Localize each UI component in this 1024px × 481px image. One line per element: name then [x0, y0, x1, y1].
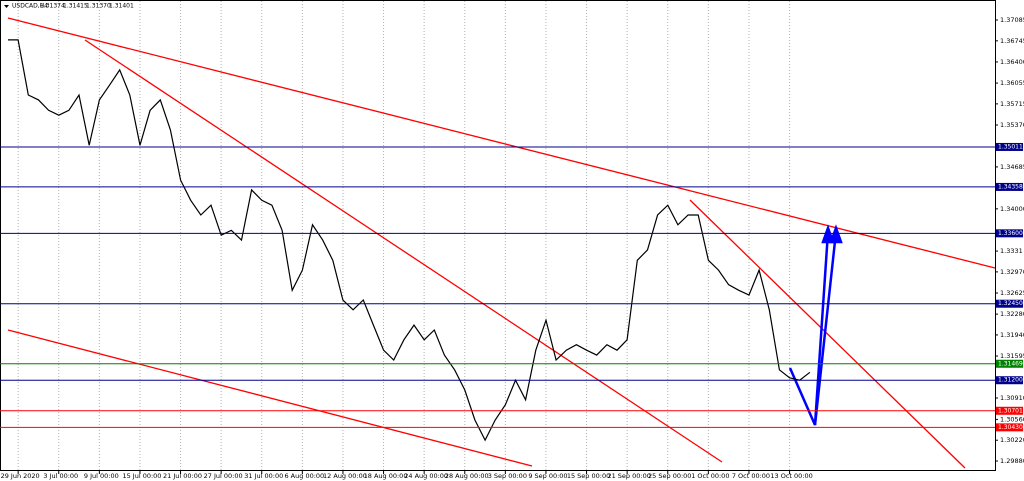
arrow-path [813, 231, 838, 426]
arrow-head [829, 224, 843, 244]
quote-high: 1.31415 [63, 3, 88, 10]
y-tick-label: 1.35715 [1000, 100, 1024, 108]
y-tick-label: 1.34685 [1000, 163, 1024, 171]
y-tick-label: 1.30910 [1000, 394, 1024, 402]
level-tag [996, 376, 1023, 385]
y-tick-label: 1.30560 [1000, 415, 1024, 423]
x-tick-label: 29 Jun 2020 [1, 472, 40, 480]
x-tick-label: 24 Aug 00:00 [404, 472, 448, 480]
x-tick-label: 6 Aug 00:00 [284, 472, 324, 480]
y-tick-label: 1.29880 [1000, 457, 1024, 465]
level-label: 1.31469 [998, 360, 1023, 367]
y-tick-label: 1.32280 [1000, 310, 1024, 318]
trendline [7, 17, 996, 269]
trendline [689, 199, 966, 469]
x-tick-label: 9 Sep 00:00 [528, 472, 567, 480]
trendline [7, 329, 533, 467]
plot-frame [0, 0, 996, 471]
x-tick-label: 1 Oct 00:00 [691, 472, 729, 480]
level-tag [996, 423, 1023, 432]
quote-open: 1.31374 [40, 3, 65, 10]
y-tick-label: 1.36745 [1000, 37, 1024, 45]
y-tick-label: 1.3331 [1000, 247, 1023, 255]
level-label: 1.35011 [998, 143, 1023, 150]
x-tick-label: 3 Jul 00:00 [43, 472, 78, 480]
level-tag [996, 142, 1023, 151]
level-label: 1.33600 [998, 230, 1023, 237]
level-tag [996, 359, 1023, 368]
x-tick-label: 15 Sep 00:00 [567, 472, 610, 480]
y-tick-label: 1.31940 [1000, 331, 1024, 339]
level-tag [996, 182, 1023, 191]
y-tick-label: 1.35370 [1000, 121, 1024, 129]
forecast-arrow [788, 224, 843, 426]
y-tick-label: 1.36400 [1000, 58, 1024, 66]
menu-icon[interactable] [4, 5, 9, 8]
level-label: 1.34358 [998, 183, 1023, 190]
x-tick-label: 27 Jul 00:00 [204, 472, 243, 480]
level-tag [996, 406, 1023, 415]
level-tag [996, 299, 1023, 308]
level-label: 1.30430 [998, 424, 1023, 431]
y-tick-label: 1.30220 [1000, 436, 1024, 444]
trendlines [7, 17, 996, 469]
x-tick-label: 7 Oct 00:00 [732, 472, 770, 480]
x-tick-label: 9 Jul 00:00 [84, 472, 119, 480]
x-tick-label: 21 Sep 00:00 [607, 472, 650, 480]
price-line [8, 39, 811, 442]
y-tick-label: 1.31595 [1000, 352, 1024, 360]
x-tick-label: 3 Sep 00:00 [488, 472, 527, 480]
level-label: 1.31200 [998, 377, 1023, 384]
x-tick-label: 13 Oct 00:00 [770, 472, 812, 480]
x-tick-label: 12 Aug 00:00 [323, 472, 367, 480]
level-label: 1.30701 [998, 407, 1023, 414]
x-tick-label: 21 Jul 00:00 [163, 472, 202, 480]
trendline [84, 39, 723, 463]
x-tick-label: 25 Sep 00:00 [648, 472, 691, 480]
symbol: USDCAD,H4 [12, 3, 48, 10]
level-label: 1.32450 [998, 300, 1023, 307]
arrow-head [821, 224, 835, 244]
quote-close: 1.31401 [109, 3, 134, 10]
y-tick-label: 1.36055 [1000, 79, 1024, 87]
x-tick-label: 28 Aug 00:00 [445, 472, 489, 480]
level-tag [996, 229, 1023, 238]
y-tick-label: 1.32625 [1000, 289, 1024, 297]
x-tick-label: 31 Jul 00:00 [244, 472, 283, 480]
quote-low: 1.31370 [86, 3, 111, 10]
y-tick-label: 1.34000 [1000, 205, 1024, 213]
x-tick-label: 15 Jul 00:00 [122, 472, 161, 480]
y-tick-label: 1.37085 [1000, 16, 1024, 24]
x-tick-label: 18 Aug 00:00 [364, 472, 408, 480]
y-tick-label: 1.32970 [1000, 268, 1024, 276]
